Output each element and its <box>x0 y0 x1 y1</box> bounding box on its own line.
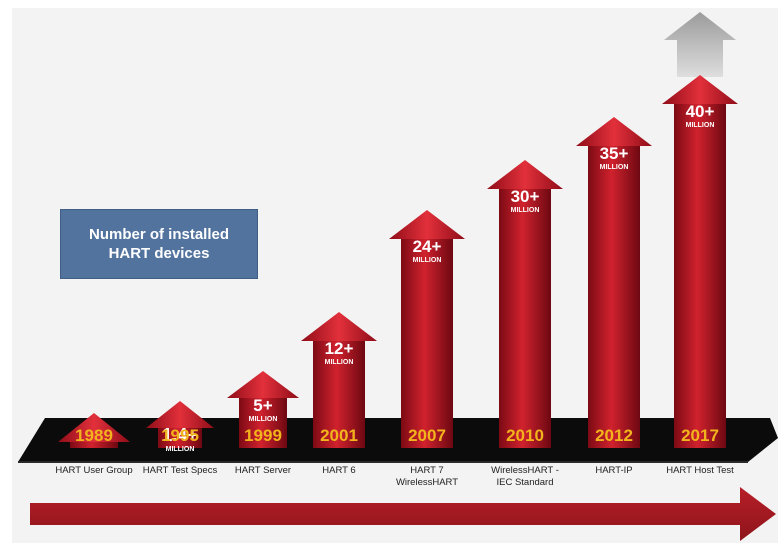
bar-shaft-2007 <box>401 238 453 448</box>
unit-label-2007: MILLION <box>413 257 442 264</box>
event-label-1995: HART Test Specs <box>143 465 218 476</box>
legend-box: Number of installed HART devices <box>60 209 258 279</box>
bar-shaft-2017 <box>674 103 726 448</box>
unit-label-2001: MILLION <box>325 359 354 366</box>
unit-label-1995: MILLION <box>166 446 195 453</box>
legend-text: Number of installed HART devices <box>88 226 230 262</box>
year-label-1995: 1995 <box>161 426 199 445</box>
year-label-1999: 1999 <box>244 426 282 445</box>
value-label-2017: 40+ <box>686 102 715 121</box>
year-label-2017: 2017 <box>681 426 719 445</box>
timeline-arrow <box>30 487 776 541</box>
bar-head-1995 <box>146 401 214 428</box>
event-label-1989: HART User Group <box>55 465 132 476</box>
bar-head-2001 <box>301 312 377 341</box>
bar-head-2007 <box>389 210 465 239</box>
year-label-2001: 2001 <box>320 426 358 445</box>
value-label-2010: 30+ <box>511 187 540 206</box>
bar-head-2010 <box>487 160 563 189</box>
event-label-2007: HART 7 WirelessHART <box>396 465 458 488</box>
bar-shaft-2012 <box>588 145 640 448</box>
bar-head-2012 <box>576 117 652 146</box>
event-label-2001: HART 6 <box>322 465 355 476</box>
growth-arrow <box>664 12 736 77</box>
year-label-2010: 2010 <box>506 426 544 445</box>
unit-label-1999: MILLION <box>249 416 278 423</box>
bar-shaft-1999 <box>239 397 287 448</box>
unit-label-2010: MILLION <box>511 207 540 214</box>
bar-head-1989 <box>58 413 130 442</box>
bar-shaft-2010 <box>499 188 551 448</box>
event-label-2017: HART Host Test <box>666 465 734 476</box>
bar-shaft-1995 <box>158 427 202 448</box>
event-label-1999: HART Server <box>235 465 291 476</box>
year-label-2007: 2007 <box>408 426 446 445</box>
bar-shaft-1989 <box>70 441 118 448</box>
value-label-2001: 12+ <box>325 339 354 358</box>
value-label-2012: 35+ <box>600 144 629 163</box>
year-label-2012: 2012 <box>595 426 633 445</box>
event-label-2012: HART-IP <box>595 465 632 476</box>
bar-head-2017 <box>662 75 738 104</box>
value-label-1995: 1.4+ <box>162 425 198 445</box>
value-label-1999: 5+ <box>253 396 272 415</box>
value-label-2007: 24+ <box>413 237 442 256</box>
event-label-2010: WirelessHART -IEC Standard <box>491 465 559 488</box>
platform-floor <box>18 418 778 462</box>
bar-head-1999 <box>227 371 299 398</box>
unit-label-2012: MILLION <box>600 164 629 171</box>
unit-label-2017: MILLION <box>686 122 715 129</box>
bar-shaft-2001 <box>313 340 365 448</box>
year-label-1989: 1989 <box>75 426 113 445</box>
